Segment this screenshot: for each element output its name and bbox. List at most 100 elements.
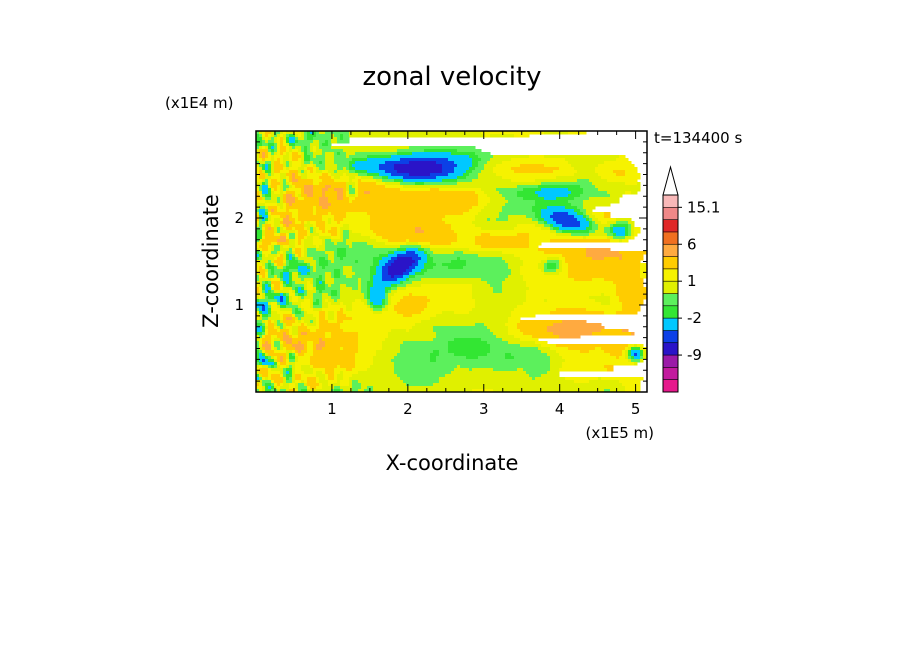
heatmap-cell — [547, 221, 557, 225]
heatmap-cell — [382, 179, 395, 183]
heatmap-cell — [256, 248, 260, 252]
heatmap-cell — [595, 299, 611, 303]
heatmap-cell — [385, 338, 434, 342]
heatmap-cell — [283, 293, 287, 297]
heatmap-cell — [340, 233, 344, 237]
heatmap-cell — [328, 221, 332, 225]
heatmap-cell — [310, 365, 314, 369]
heatmap-cell — [331, 290, 338, 294]
heatmap-cell — [604, 212, 611, 216]
heatmap-cell — [382, 305, 386, 309]
heatmap-cell — [382, 347, 401, 351]
heatmap-cell — [601, 221, 608, 225]
heatmap-cell — [610, 227, 614, 231]
heatmap-cell — [421, 257, 428, 261]
heatmap-cell — [418, 248, 425, 252]
heatmap-cell — [277, 254, 281, 258]
heatmap-cell — [337, 290, 341, 294]
heatmap-cell — [304, 299, 311, 303]
colorbar-swatch — [663, 195, 678, 208]
heatmap-cell — [400, 158, 449, 162]
heatmap-cell — [271, 389, 278, 392]
heatmap-cell — [412, 257, 422, 261]
heatmap-cell — [490, 197, 506, 201]
heatmap-cell — [541, 374, 560, 378]
heatmap-cell — [289, 140, 296, 144]
heatmap-cell — [622, 350, 626, 354]
heatmap-cell — [367, 173, 380, 177]
heatmap-cell — [355, 152, 398, 156]
x-tick-label: 4 — [555, 400, 565, 418]
heatmap-cell — [259, 377, 263, 381]
heatmap-cell — [292, 212, 299, 216]
heatmap-cell — [304, 239, 314, 243]
heatmap-cell — [511, 179, 536, 183]
heatmap-cell — [604, 293, 617, 297]
heatmap-cell — [538, 221, 545, 225]
heatmap-cell — [331, 176, 335, 180]
heatmap-cell — [346, 212, 368, 216]
heatmap-cell — [370, 287, 386, 291]
heatmap-cell — [448, 266, 464, 270]
heatmap-cell — [325, 245, 350, 249]
heatmap-cell — [310, 272, 326, 276]
heatmap-cell — [289, 299, 293, 303]
heatmap-cell — [325, 344, 359, 348]
heatmap-cell — [268, 341, 272, 345]
heatmap-cell — [292, 257, 296, 261]
heatmap-cell — [478, 173, 497, 177]
heatmap-cell — [280, 230, 296, 234]
heatmap-cell — [295, 185, 305, 189]
heatmap-cell — [298, 239, 302, 243]
heatmap-cell — [598, 224, 611, 228]
heatmap-cell — [457, 164, 473, 168]
heatmap-cell — [268, 272, 272, 276]
heatmap-cell — [415, 323, 476, 327]
heatmap-cell — [610, 302, 623, 306]
heatmap-cell — [289, 161, 293, 165]
heatmap-cell — [283, 266, 287, 270]
heatmap-cell — [424, 230, 455, 234]
heatmap-cell — [292, 215, 299, 219]
heatmap-cell — [352, 383, 362, 387]
heatmap-cell — [433, 350, 440, 354]
heatmap-cell — [340, 386, 353, 390]
heatmap-cell — [280, 236, 287, 240]
heatmap-cell — [322, 218, 329, 222]
heatmap-cell — [283, 380, 287, 384]
heatmap-cell — [274, 290, 290, 294]
heatmap-cell — [565, 158, 617, 162]
heatmap-cell — [265, 176, 272, 180]
heatmap-cell — [259, 350, 263, 354]
heatmap-cell — [370, 275, 374, 279]
heatmap-cell — [559, 266, 563, 270]
heatmap-cell — [298, 386, 308, 390]
heatmap-cell — [391, 263, 413, 267]
heatmap-cell — [388, 254, 398, 258]
heatmap-cell — [430, 299, 476, 303]
heatmap-cell — [292, 377, 296, 381]
heatmap-cell — [475, 236, 530, 240]
heatmap-cell — [256, 158, 260, 162]
colorbar-swatch — [663, 219, 678, 233]
heatmap-cell — [256, 161, 260, 165]
heatmap-cell — [271, 320, 275, 324]
heatmap-cell — [442, 218, 476, 222]
heatmap-cell — [349, 167, 356, 171]
heatmap-cell — [601, 377, 644, 381]
heatmap-cell — [262, 224, 266, 228]
heatmap-cell — [301, 176, 308, 180]
heatmap-cell — [331, 236, 341, 240]
heatmap-cell — [403, 314, 413, 318]
heatmap-cell — [265, 140, 269, 144]
heatmap-cell — [325, 281, 335, 285]
heatmap-cell — [385, 302, 389, 306]
heatmap-cell — [322, 302, 329, 306]
heatmap-cell — [280, 308, 293, 312]
heatmap-cell — [322, 293, 329, 297]
heatmap-cell — [604, 230, 611, 234]
heatmap-cell — [298, 305, 302, 309]
heatmap-cell — [328, 170, 335, 174]
heatmap-cell — [262, 254, 266, 258]
heatmap-cell — [325, 224, 344, 228]
